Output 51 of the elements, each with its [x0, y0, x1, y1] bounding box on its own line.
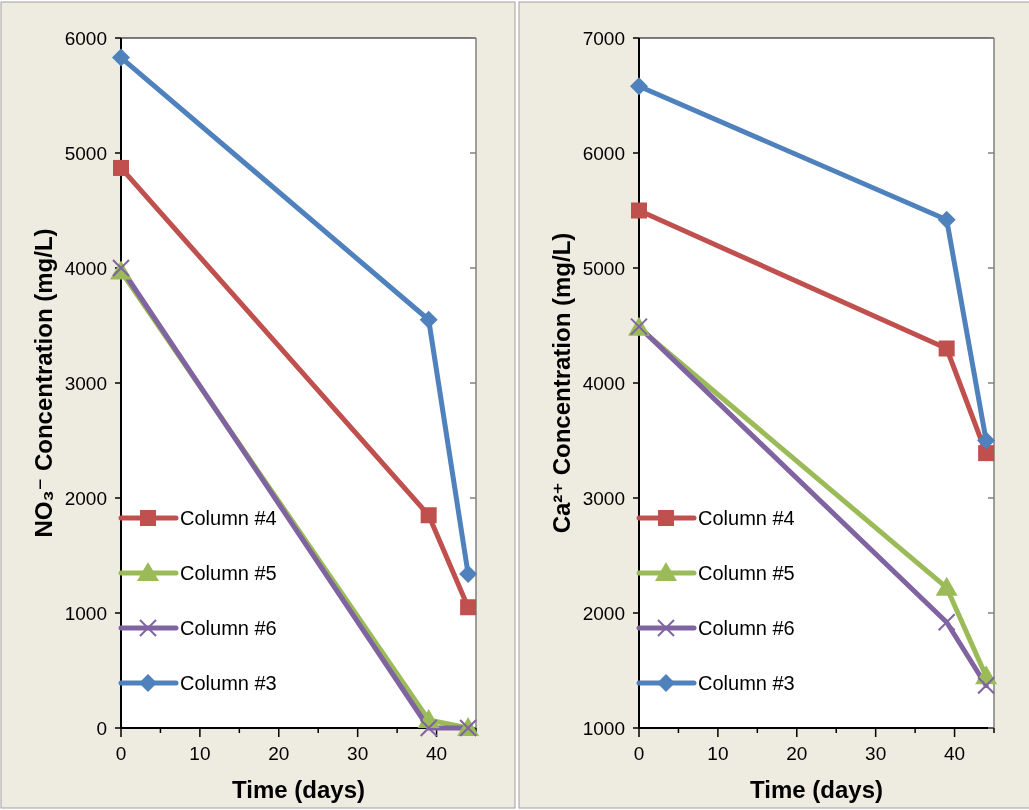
x-tick-label: 10 — [707, 743, 729, 764]
x-tick-label: 10 — [189, 743, 211, 764]
legend-label: Column #4 — [180, 507, 277, 529]
y-axis-title: Ca²⁺ Concentration (mg/L) — [548, 232, 575, 534]
point — [459, 564, 478, 583]
x-tick-label: 30 — [347, 743, 369, 764]
y-tick-label: 2000 — [582, 602, 625, 624]
point — [938, 340, 955, 357]
legend-label: Column #5 — [180, 562, 277, 584]
y-tick-label: 0 — [96, 717, 107, 739]
x-axis-title: Time (days) — [232, 776, 365, 803]
point — [937, 210, 956, 229]
point — [978, 445, 995, 462]
legend-label: Column #4 — [698, 507, 795, 529]
x-tick-label: 40 — [943, 743, 966, 764]
legend-label: Column #3 — [698, 672, 795, 694]
legend-label: Column #6 — [180, 617, 277, 639]
x-tick-label: 20 — [786, 743, 808, 764]
y-tick-label: 1000 — [582, 717, 625, 739]
point — [935, 576, 958, 596]
x-tick-label: 20 — [268, 743, 290, 764]
y-tick-label: 5000 — [64, 142, 107, 164]
y-tick-label: 3000 — [64, 372, 107, 394]
y-tick-label: 7000 — [582, 27, 625, 49]
y-axis-title: NO₃⁻ Concentration (mg/L) — [30, 228, 57, 538]
point — [977, 676, 996, 695]
y-tick-label: 5000 — [582, 257, 625, 279]
x-tick-label: 0 — [633, 743, 645, 764]
point — [420, 507, 437, 524]
point — [977, 431, 996, 450]
y-tick-label: 4000 — [582, 372, 625, 394]
legend-label: Column #3 — [180, 672, 277, 694]
legend-label: Column #5 — [698, 562, 795, 584]
y-tick-label: 4000 — [64, 257, 107, 279]
point — [630, 77, 648, 96]
x-tick-label: 30 — [865, 743, 887, 764]
x-tick-label: 40 — [425, 743, 448, 764]
y-tick-label: 6000 — [582, 142, 625, 164]
x-axis-title: Time (days) — [750, 776, 883, 803]
y-tick-label: 6000 — [64, 27, 107, 49]
point — [460, 599, 477, 616]
y-tick-label: 3000 — [582, 487, 625, 509]
y-tick-label: 2000 — [64, 487, 107, 509]
point — [419, 310, 438, 329]
y-tick-label: 1000 — [64, 602, 107, 624]
point — [112, 48, 130, 67]
point — [631, 202, 647, 219]
point — [419, 719, 438, 737]
legend-label: Column #6 — [698, 617, 795, 639]
point — [113, 159, 129, 176]
x-tick-label: 0 — [115, 743, 127, 764]
